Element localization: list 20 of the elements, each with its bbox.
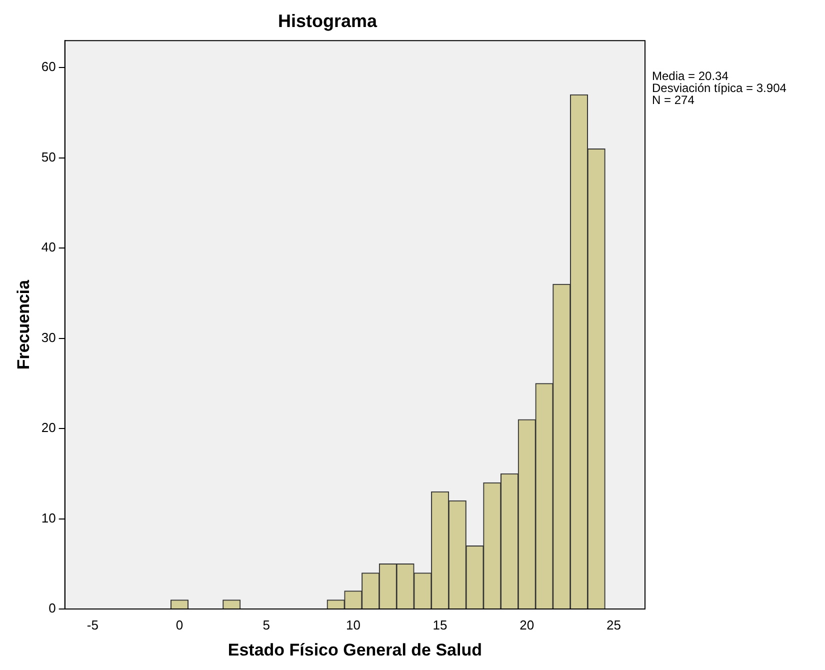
- y-tick-label: 10: [41, 510, 56, 526]
- x-tick-label: 10: [346, 617, 360, 632]
- y-tick-label: 30: [41, 330, 56, 345]
- x-tick-label: 15: [432, 617, 448, 632]
- text: Media = 20.34: [652, 69, 730, 83]
- text: Desviación típica = 3.904: [652, 81, 786, 95]
- y-tick-label: 60: [41, 59, 56, 74]
- x-axis-title: Estado Físico General de Salud: [228, 640, 482, 660]
- y-tick-label: 40: [41, 240, 56, 255]
- x-tick-label: 0: [176, 617, 184, 632]
- y-tick-label: 0: [48, 600, 56, 616]
- chart-title: Histograma: [278, 10, 378, 31]
- y-tick-label: 20: [41, 420, 56, 436]
- x-tick-label: 5: [262, 617, 270, 632]
- x-tick-label: -5: [86, 617, 98, 632]
- text: N = 274: [652, 93, 696, 107]
- x-tick-label: 20: [520, 617, 534, 632]
- y-tick-label: 50: [41, 149, 56, 164]
- y-axis-title: Frecuencia: [14, 279, 33, 370]
- x-tick-label: 25: [606, 617, 621, 632]
